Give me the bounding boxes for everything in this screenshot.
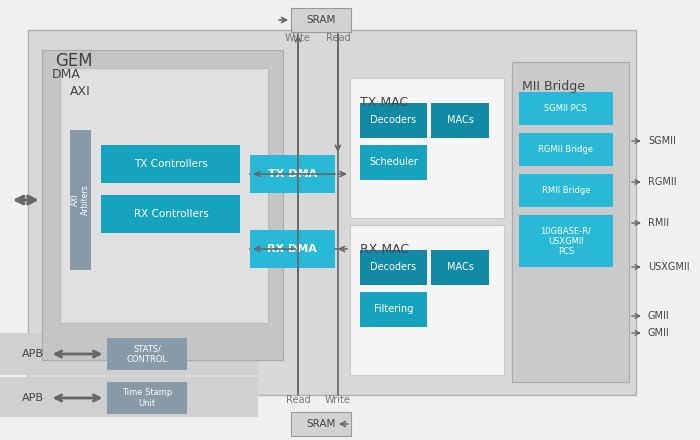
- Text: Decoders: Decoders: [370, 115, 416, 125]
- Bar: [519, 133, 613, 166]
- Text: Read: Read: [326, 33, 350, 43]
- Bar: [431, 103, 489, 138]
- Bar: [251, 230, 335, 268]
- Bar: [360, 292, 427, 327]
- Text: MACs: MACs: [447, 115, 473, 125]
- Bar: [291, 8, 351, 32]
- Text: RX DMA: RX DMA: [267, 244, 317, 254]
- Text: RMII Bridge: RMII Bridge: [542, 186, 590, 195]
- Text: Read: Read: [286, 395, 310, 405]
- Text: GMII: GMII: [648, 328, 670, 338]
- Bar: [350, 225, 504, 375]
- Bar: [102, 195, 241, 233]
- Bar: [350, 78, 504, 218]
- Bar: [360, 145, 427, 180]
- Bar: [42, 50, 284, 360]
- Text: SRAM: SRAM: [307, 15, 335, 25]
- Bar: [60, 68, 268, 323]
- Bar: [28, 30, 636, 395]
- Text: Write: Write: [285, 33, 311, 43]
- Text: Write: Write: [325, 395, 351, 405]
- Text: RMII: RMII: [648, 218, 669, 228]
- Text: RGMII: RGMII: [648, 177, 676, 187]
- Bar: [69, 130, 92, 270]
- Text: DMA: DMA: [52, 68, 80, 81]
- Text: USXGMII: USXGMII: [648, 262, 690, 272]
- Text: GMII: GMII: [648, 311, 670, 321]
- Text: MACs: MACs: [447, 262, 473, 272]
- Text: RX Controllers: RX Controllers: [134, 209, 209, 219]
- Text: AXI: AXI: [69, 85, 90, 98]
- Text: RGMII Bridge: RGMII Bridge: [538, 145, 594, 154]
- Bar: [431, 250, 489, 285]
- Text: Filtering: Filtering: [374, 304, 413, 314]
- Text: GEM: GEM: [55, 52, 92, 70]
- Text: TX DMA: TX DMA: [267, 169, 316, 179]
- Bar: [360, 103, 427, 138]
- Bar: [251, 155, 335, 193]
- Text: AXI
Arbiters: AXI Arbiters: [71, 185, 90, 215]
- Bar: [102, 145, 241, 183]
- Bar: [512, 62, 629, 382]
- Text: Scheduler: Scheduler: [369, 157, 418, 167]
- Text: RX MAC: RX MAC: [360, 243, 409, 256]
- Bar: [519, 215, 613, 267]
- Text: Decoders: Decoders: [370, 262, 416, 272]
- Text: SRAM: SRAM: [307, 419, 335, 429]
- Text: APB: APB: [22, 393, 44, 403]
- Text: SGMII: SGMII: [648, 136, 676, 146]
- Bar: [360, 250, 427, 285]
- Text: 10GBASE-R/
USXGMII
PCS: 10GBASE-R/ USXGMII PCS: [540, 226, 592, 256]
- Bar: [0, 377, 258, 417]
- Text: SGMII PCS: SGMII PCS: [545, 104, 587, 113]
- Text: STATS/
CONTROL: STATS/ CONTROL: [127, 344, 167, 364]
- Bar: [519, 92, 613, 125]
- Text: APB: APB: [22, 349, 44, 359]
- Bar: [519, 174, 613, 207]
- Bar: [0, 333, 258, 375]
- Bar: [291, 412, 351, 436]
- Bar: [107, 338, 187, 370]
- Text: TX Controllers: TX Controllers: [134, 159, 208, 169]
- Text: MII Bridge: MII Bridge: [522, 80, 584, 93]
- Bar: [107, 382, 187, 414]
- Text: Time Stamp
Unit: Time Stamp Unit: [122, 388, 172, 408]
- Text: TX MAC: TX MAC: [360, 96, 408, 109]
